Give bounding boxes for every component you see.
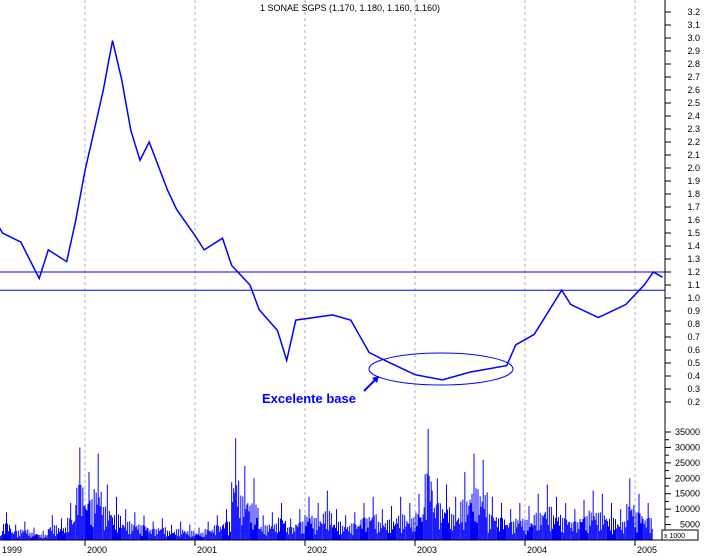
x-tick-label: 2002 bbox=[307, 545, 327, 555]
price-tick-label: 1.5 bbox=[687, 228, 700, 238]
price-tick-label: 0.7 bbox=[687, 332, 700, 342]
x-tick-label: 2004 bbox=[527, 545, 547, 555]
volume-tick-label: 30000 bbox=[675, 442, 700, 452]
arrow-head bbox=[372, 376, 379, 383]
price-tick-label: 3.2 bbox=[687, 7, 700, 17]
price-tick-label: 2.1 bbox=[687, 150, 700, 160]
price-tick-label: 2.0 bbox=[687, 163, 700, 173]
x-tick-label: 2000 bbox=[87, 545, 107, 555]
volume-unit-label: x 1000 bbox=[664, 533, 685, 540]
chart-title: 1 SONAE SGPS (1.170, 1.180, 1.160, 1.160… bbox=[260, 3, 440, 13]
price-tick-label: 1.1 bbox=[687, 280, 700, 290]
price-tick-label: 1.9 bbox=[687, 176, 700, 186]
volume-tick-label: 15000 bbox=[675, 489, 700, 499]
price-tick-label: 1.7 bbox=[687, 202, 700, 212]
volume-tick-label: 25000 bbox=[675, 458, 700, 468]
x-tick-label: 1999 bbox=[2, 545, 22, 555]
volume-bars bbox=[0, 428, 653, 540]
x-tick-label: 2001 bbox=[197, 545, 217, 555]
price-tick-label: 1.0 bbox=[687, 293, 700, 303]
price-tick-label: 1.6 bbox=[687, 215, 700, 225]
price-tick-label: 3.0 bbox=[687, 33, 700, 43]
horizontal-lines bbox=[0, 271, 665, 291]
price-tick-label: 0.6 bbox=[687, 345, 700, 355]
price-line bbox=[0, 40, 663, 381]
price-tick-label: 1.8 bbox=[687, 189, 700, 199]
price-tick-label: 1.3 bbox=[687, 254, 700, 264]
price-tick-label: 2.2 bbox=[687, 137, 700, 147]
volume-tick-label: 20000 bbox=[675, 473, 700, 483]
price-tick-label: 2.8 bbox=[687, 59, 700, 69]
price-tick-label: 1.4 bbox=[687, 241, 700, 251]
price-tick-label: 0.2 bbox=[687, 397, 700, 407]
price-tick-label: 1.2 bbox=[687, 267, 700, 277]
volume-tick-label: 35000 bbox=[675, 427, 700, 437]
price-tick-label: 2.4 bbox=[687, 111, 700, 121]
arrow bbox=[363, 378, 377, 392]
price-tick-label: 2.5 bbox=[687, 98, 700, 108]
price-tick-label: 0.9 bbox=[687, 306, 700, 316]
price-tick-label: 0.5 bbox=[687, 358, 700, 368]
price-tick-label: 2.3 bbox=[687, 124, 700, 134]
unit-box bbox=[661, 529, 699, 541]
base-ellipse bbox=[368, 352, 514, 386]
price-tick-label: 0.8 bbox=[687, 319, 700, 329]
x-tick-label: 2003 bbox=[417, 545, 437, 555]
price-tick-label: 0.3 bbox=[687, 384, 700, 394]
price-tick-label: 2.7 bbox=[687, 72, 700, 82]
annotation-text: Excelente base bbox=[262, 391, 356, 406]
grid bbox=[84, 0, 636, 540]
volume-tick-label: 5000 bbox=[680, 520, 700, 530]
right-axis: 0.2 0.3 0.4 0.5 0.6 0.7 0.8 0.9 1.0 1.1 1.2 1.3 1.4 1… bbox=[0, 0, 700, 541]
volume-tick-label: 10000 bbox=[675, 504, 700, 514]
x-ticks: 1999 2000 2001 2002 2003 2004 2005 bbox=[2, 540, 657, 555]
x-tick-label: 2005 bbox=[637, 545, 657, 555]
price-tick-label: 3.1 bbox=[687, 20, 700, 30]
price-tick-label: 2.6 bbox=[687, 85, 700, 95]
price-tick-label: 0.4 bbox=[687, 371, 700, 381]
price-tick-label: 2.9 bbox=[687, 46, 700, 56]
